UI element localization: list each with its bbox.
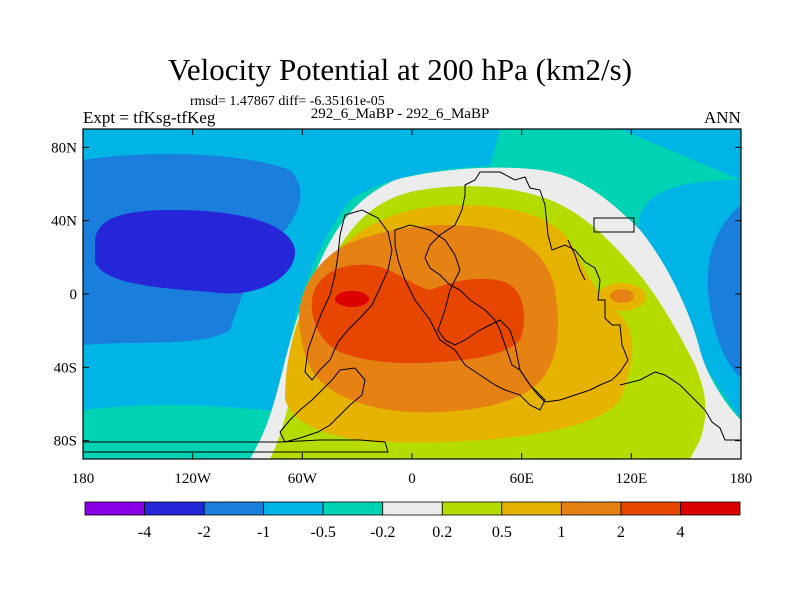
outline-australia-antarctica <box>619 371 741 441</box>
colorbar-swatch <box>620 501 681 516</box>
colorbar-level-label: 4 <box>676 524 684 541</box>
colorbar-level-label: -0.5 <box>311 524 336 541</box>
colorbar-level-label: 1 <box>557 524 565 541</box>
colorbar-swatch <box>382 501 443 516</box>
outline-africa <box>394 224 546 411</box>
colorbar-level-label: -4 <box>138 524 151 541</box>
contour-band-darkblue-west <box>95 210 296 294</box>
y-tick-label: 40N <box>51 214 77 230</box>
experiment-label: Expt = tfKsg-tfKeg <box>83 108 216 127</box>
chart-title: Velocity Potential at 200 hPa (km2/s) <box>167 52 633 87</box>
outline-eurasia <box>424 171 629 403</box>
x-tick-label: 120W <box>174 471 212 487</box>
contour-blob-orange-east <box>610 289 634 303</box>
x-tick-label: 120E <box>615 471 647 487</box>
colorbar-level-label: -0.2 <box>370 524 395 541</box>
y-tick-label: 40S <box>54 360 77 376</box>
colorbar-level-label: 2 <box>617 524 625 541</box>
colorbar-swatch <box>680 501 741 516</box>
colorbar-swatch <box>322 501 384 516</box>
colorbar-swatch <box>501 501 562 516</box>
outline-americas-upper <box>304 209 393 381</box>
case-label: 292_6_MaBP - 292_6_MaBP <box>310 106 490 122</box>
x-tick-label: 180 <box>730 471 753 487</box>
colorbar-level-label: 0.5 <box>492 524 512 541</box>
contour-band-blue-east <box>707 205 741 378</box>
outline-antarctica-west <box>83 439 389 453</box>
outline-americas-lower <box>279 367 366 443</box>
outline-japan <box>593 217 635 233</box>
y-tick-label: 0 <box>70 287 78 303</box>
colorbar-level-label: 0.2 <box>432 524 452 541</box>
y-tick-label: 80N <box>51 140 77 156</box>
colorbar-swatch <box>84 501 145 516</box>
colorbar-level-label: -1 <box>257 524 270 541</box>
colorbar: -4 -2 -1 -0.5 -0.2 0.2 0.5 1 2 4 <box>84 501 741 541</box>
stats-label: rmsd= 1.47867 diff= -6.35161e-05 <box>190 94 385 109</box>
contour-field <box>83 129 741 459</box>
coastlines <box>83 171 741 453</box>
season-label: ANN <box>704 108 741 127</box>
x-tick-label: 0 <box>408 471 416 487</box>
colorbar-swatch <box>441 501 503 516</box>
x-tick-label: 180 <box>72 471 95 487</box>
contour-band-gt4 <box>335 291 369 307</box>
contour-band-2-4 <box>311 264 525 364</box>
x-tick-label: 60W <box>288 471 318 487</box>
axes: 180 120W 60W 0 60E 120E 180 80N 40N 0 40S 80S <box>51 129 752 487</box>
y-tick-label: 80S <box>54 434 77 450</box>
colorbar-level-label: -2 <box>197 524 210 541</box>
colorbar-swatch <box>144 501 205 516</box>
colorbar-swatch <box>263 501 324 516</box>
colorbar-swatch <box>203 501 265 516</box>
outline-asia-coast <box>567 239 586 281</box>
x-tick-label: 60E <box>510 471 534 487</box>
colorbar-swatch <box>560 501 622 516</box>
contour-band-cyan-east <box>620 129 741 420</box>
